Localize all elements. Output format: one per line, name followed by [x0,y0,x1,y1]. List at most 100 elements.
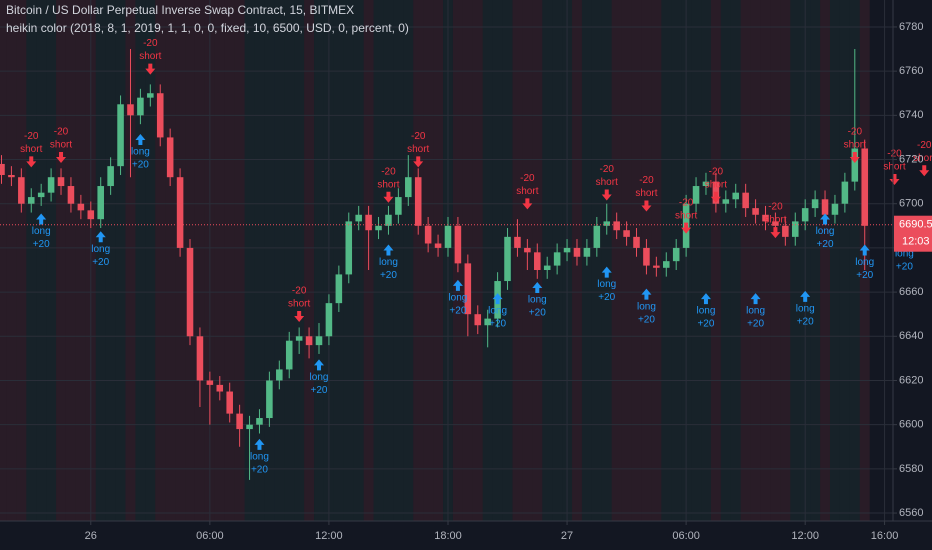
signal-side: long [131,147,150,158]
y-tick-label: 6580 [899,463,923,475]
signal-side: long [32,226,51,237]
short-arrow [849,151,860,163]
trend-stripe [839,0,850,521]
signal-amount: +20 [33,239,50,250]
trend-stripe [492,0,503,521]
trend-stripe [780,0,791,521]
candle-body [37,192,45,198]
signal-amount: +20 [697,319,714,330]
candle-body [851,148,859,182]
x-tick-label: 26 [85,530,97,542]
short-arrow [770,227,781,239]
trend-stripe [433,0,444,521]
signal-amount: -20 [709,166,724,177]
short-arrow [26,156,37,168]
y-tick-label: 6640 [899,330,923,342]
trend-stripe [254,0,265,521]
trend-stripe [284,0,295,521]
candle-body [762,214,769,222]
long-arrow [254,438,265,450]
trend-stripe [95,0,106,521]
short-arrow [919,165,930,177]
indicator-label: heikin color (2018, 8, 1, 2019, 1, 1, 0,… [6,21,409,35]
candle-body [643,247,650,266]
candle-body [47,177,55,193]
trend-stripe [264,0,275,521]
x-tick-label: 27 [561,530,573,542]
signal-amount: +20 [132,160,149,171]
signal-amount: -20 [143,38,158,49]
signal-side: long [697,306,716,317]
candle-body [444,225,452,248]
signal-side: long [895,248,914,259]
candle-body [8,174,15,178]
candle-body [583,247,591,257]
signal-side: short [844,140,866,151]
candle-body [335,274,343,304]
signal-side: short [675,210,697,221]
signal-amount: +20 [598,292,615,303]
trend-stripe [740,0,751,521]
signal-side: short [407,144,429,155]
trend-stripe [105,0,116,521]
signal-side: long [448,292,467,303]
trend-stripe [194,0,205,521]
trend-stripe [353,0,364,521]
candle-body [186,247,194,337]
trend-stripe [314,0,324,521]
candle-body [732,192,740,200]
signal-amount: -20 [54,127,69,138]
signal-side: short [516,186,538,197]
long-arrow [750,293,761,305]
signal-amount: +20 [638,314,655,325]
candle-body [395,197,402,215]
candle-body [405,177,412,198]
trend-stripe [56,0,66,521]
signal-amount: -20 [600,164,615,175]
candle-body [782,225,789,237]
trend-stripe [274,0,285,521]
long-arrow [383,244,394,256]
y-tick-label: 6760 [899,65,923,77]
candle-body [742,192,749,209]
trend-stripe [6,0,17,521]
candle-body [345,221,353,275]
trend-stripe [0,0,7,521]
signal-amount: -20 [768,202,783,213]
candle-body [543,265,551,271]
trend-stripe [512,0,523,521]
short-arrow [681,222,692,234]
signal-side: short [377,179,399,190]
last-price-label: 6690.5 [899,219,932,231]
trend-stripe [829,0,840,521]
candle-body [414,177,422,226]
trend-stripe [145,0,156,521]
trend-stripe [393,0,404,521]
trend-stripe [482,0,493,521]
short-arrow [522,198,533,210]
candle-body [236,413,243,430]
candle-body [653,265,660,268]
signal-amount: -20 [917,140,932,151]
x-tick-label: 06:00 [672,530,700,542]
x-tick-label: 12:00 [791,530,819,542]
trend-stripe [591,0,602,521]
long-arrow [95,231,106,243]
candle-body [0,163,5,175]
signal-amount: -20 [887,149,902,160]
candle-body [206,380,214,385]
long-arrow [532,282,543,294]
x-tick-label: 16:00 [871,530,899,542]
y-tick-label: 6780 [899,21,923,33]
signal-amount: -20 [679,197,694,208]
signal-side: long [488,306,507,317]
long-arrow [492,293,503,305]
signal-side: short [764,215,786,226]
signal-amount: -20 [292,286,307,297]
candle-body [623,230,630,237]
signal-amount: +20 [896,261,913,272]
chart-title: Bitcoin / US Dollar Perpetual Inverse Sw… [6,3,354,17]
signal-side: long [746,306,765,317]
trend-stripe [691,0,702,521]
candle-body [77,203,85,211]
